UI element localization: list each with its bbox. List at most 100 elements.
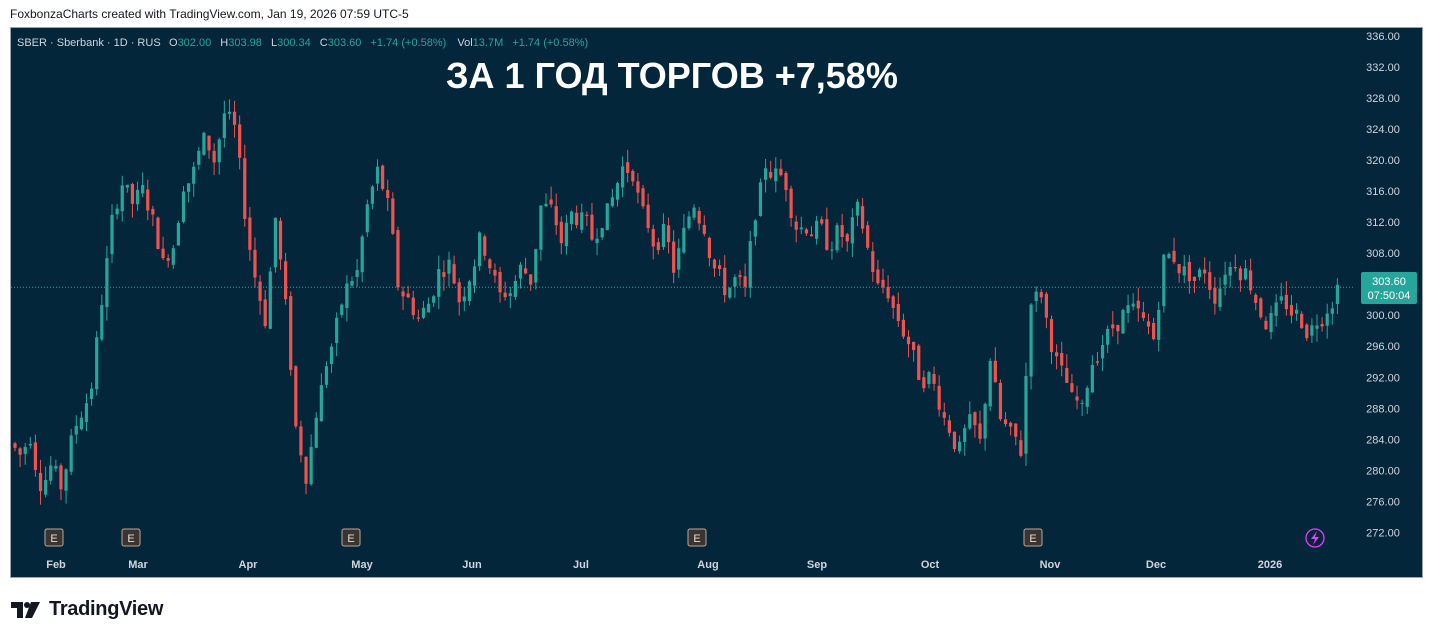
candle[interactable] bbox=[161, 236, 165, 261]
candle[interactable] bbox=[993, 347, 997, 383]
candle[interactable] bbox=[901, 313, 906, 340]
candle[interactable] bbox=[64, 468, 68, 504]
brand[interactable]: TradingView bbox=[11, 597, 163, 621]
candle[interactable] bbox=[595, 228, 599, 256]
candle[interactable] bbox=[508, 286, 512, 309]
candle[interactable] bbox=[789, 185, 793, 227]
candle[interactable] bbox=[1254, 292, 1258, 311]
candle[interactable] bbox=[855, 199, 860, 227]
candle[interactable] bbox=[171, 245, 175, 269]
candle[interactable] bbox=[187, 183, 191, 203]
candle[interactable] bbox=[360, 234, 364, 283]
candle[interactable] bbox=[564, 214, 569, 255]
candle[interactable] bbox=[23, 442, 27, 465]
candle[interactable] bbox=[682, 214, 686, 255]
candle[interactable] bbox=[815, 215, 819, 245]
candle[interactable] bbox=[1330, 301, 1334, 325]
candle[interactable] bbox=[335, 312, 339, 357]
candle[interactable] bbox=[243, 144, 247, 227]
candle[interactable] bbox=[1289, 295, 1294, 324]
candle[interactable] bbox=[733, 274, 737, 298]
candle[interactable] bbox=[192, 162, 196, 197]
candle[interactable] bbox=[912, 341, 916, 362]
candle[interactable] bbox=[1049, 315, 1054, 365]
candle[interactable] bbox=[569, 210, 574, 231]
candle[interactable] bbox=[687, 211, 691, 231]
candle[interactable] bbox=[794, 215, 798, 243]
candle[interactable] bbox=[49, 456, 53, 485]
candle[interactable] bbox=[1034, 286, 1038, 313]
candle[interactable] bbox=[968, 401, 972, 431]
candle[interactable] bbox=[906, 330, 911, 358]
candle[interactable] bbox=[232, 100, 237, 138]
candle[interactable] bbox=[523, 257, 528, 275]
candle[interactable] bbox=[309, 434, 313, 486]
candle[interactable] bbox=[462, 286, 466, 312]
candle[interactable] bbox=[1126, 294, 1130, 323]
candle[interactable] bbox=[1167, 252, 1171, 259]
candle[interactable] bbox=[641, 185, 645, 209]
candle[interactable] bbox=[299, 420, 303, 463]
candle[interactable] bbox=[575, 205, 579, 229]
candle[interactable] bbox=[605, 203, 609, 231]
candle[interactable] bbox=[942, 402, 946, 426]
candle[interactable] bbox=[1197, 267, 1202, 281]
candle[interactable] bbox=[631, 169, 635, 186]
chart-area[interactable]: 272.00 276.00 280.00 284.00 288.00 292.00 296.… bbox=[10, 27, 1423, 578]
candle[interactable] bbox=[314, 412, 318, 449]
candle[interactable] bbox=[355, 259, 359, 287]
candle[interactable] bbox=[1279, 282, 1283, 305]
candle[interactable] bbox=[197, 147, 201, 170]
candle[interactable] bbox=[820, 216, 824, 226]
candle[interactable] bbox=[626, 149, 630, 183]
candle[interactable] bbox=[927, 370, 931, 389]
candle[interactable] bbox=[350, 276, 354, 288]
candle[interactable] bbox=[1146, 313, 1151, 335]
candle[interactable] bbox=[840, 213, 844, 248]
candle[interactable] bbox=[253, 237, 257, 288]
candle[interactable] bbox=[1009, 421, 1013, 436]
candle[interactable] bbox=[677, 238, 681, 278]
candle[interactable] bbox=[692, 204, 696, 221]
candle[interactable] bbox=[483, 234, 487, 261]
candle[interactable] bbox=[273, 217, 277, 273]
candle[interactable] bbox=[329, 343, 334, 373]
candle[interactable] bbox=[1070, 374, 1074, 393]
candle[interactable] bbox=[743, 263, 747, 297]
candle[interactable] bbox=[539, 205, 543, 261]
candle[interactable] bbox=[1075, 385, 1079, 410]
candle[interactable] bbox=[1259, 296, 1263, 320]
candle[interactable] bbox=[1029, 303, 1033, 390]
candle[interactable] bbox=[876, 259, 880, 286]
candle[interactable] bbox=[891, 294, 895, 319]
candle[interactable] bbox=[181, 185, 186, 224]
candle[interactable] bbox=[712, 258, 717, 277]
candle[interactable] bbox=[1238, 266, 1243, 292]
candle[interactable] bbox=[304, 456, 308, 495]
candle[interactable] bbox=[381, 164, 385, 191]
candle[interactable] bbox=[1187, 255, 1191, 294]
candle[interactable] bbox=[544, 193, 548, 208]
candle[interactable] bbox=[442, 260, 446, 291]
candle[interactable] bbox=[151, 205, 155, 227]
candle[interactable] bbox=[1162, 253, 1166, 313]
candle[interactable] bbox=[110, 204, 114, 264]
candle[interactable] bbox=[799, 216, 803, 235]
candle[interactable] bbox=[738, 270, 742, 287]
candle[interactable] bbox=[621, 156, 625, 198]
candle[interactable] bbox=[748, 230, 752, 298]
candle[interactable] bbox=[758, 178, 763, 217]
candle[interactable] bbox=[886, 275, 890, 303]
candle[interactable] bbox=[472, 259, 477, 294]
candle[interactable] bbox=[1192, 276, 1197, 293]
candle[interactable] bbox=[896, 292, 900, 327]
candle[interactable] bbox=[375, 159, 380, 191]
candle[interactable] bbox=[89, 382, 94, 406]
candle[interactable] bbox=[452, 255, 456, 285]
candle[interactable] bbox=[554, 193, 558, 235]
candle[interactable] bbox=[467, 279, 472, 306]
earnings-marker-icon[interactable]: E bbox=[341, 528, 361, 547]
candle[interactable] bbox=[1100, 334, 1105, 372]
candle[interactable] bbox=[1141, 301, 1145, 322]
candle[interactable] bbox=[1121, 308, 1125, 334]
